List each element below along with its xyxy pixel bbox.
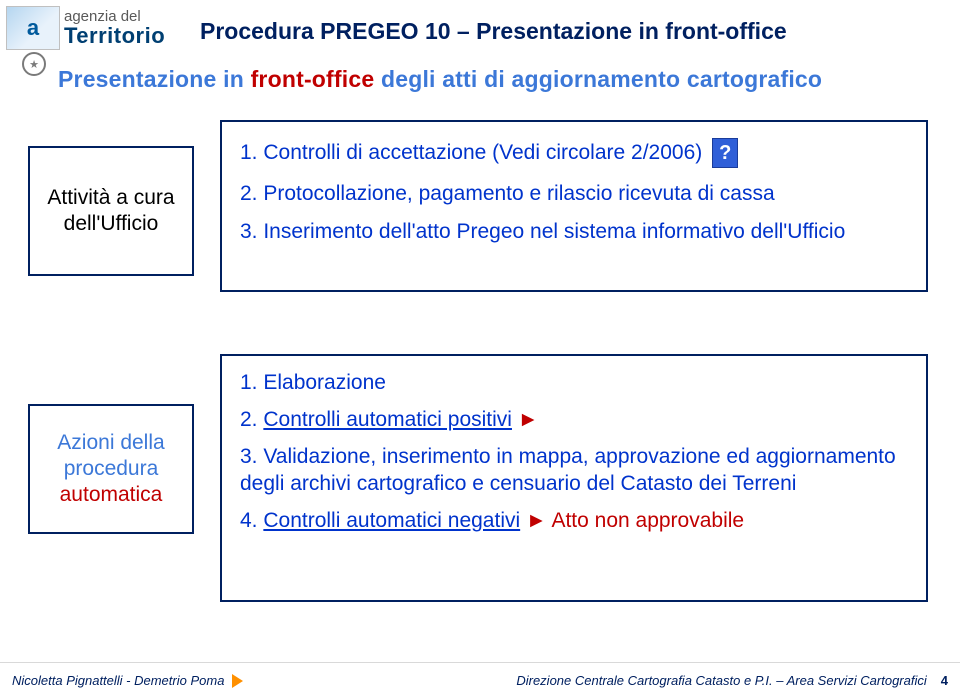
box2-l2b: Controlli automatici positivi xyxy=(263,408,512,431)
right-box-ufficio: 1. Controlli di accettazione (Vedi circo… xyxy=(220,120,928,292)
subtitle: Presentazione in front-office degli atti… xyxy=(58,66,822,93)
left1-l2: dell'Ufficio xyxy=(64,211,159,237)
footer-left: Nicoletta Pignattelli - Demetrio Poma xyxy=(12,673,224,688)
footer-right: Direzione Centrale Cartografia Catasto e… xyxy=(516,673,926,688)
arrow-right-icon: ► xyxy=(512,408,539,431)
box2-l4a: 4. xyxy=(240,509,263,532)
logo-line1: agenzia del xyxy=(64,9,165,25)
box2-l2a: 2. xyxy=(240,408,263,431)
logo-icon: a xyxy=(6,6,60,50)
left-box-ufficio: Attività a cura dell'Ufficio xyxy=(28,146,194,276)
right-box-procedura: 1. Elaborazione 2. Controlli automatici … xyxy=(220,354,928,602)
box2-l4b: Controlli automatici negativi xyxy=(263,509,520,532)
subtitle-red: front-office xyxy=(251,66,375,92)
page-number: 4 xyxy=(941,673,948,688)
box1-l1: 1. Controlli di accettazione (Vedi circo… xyxy=(240,138,908,168)
logo-text: agenzia del Territorio xyxy=(64,9,165,48)
left-box-procedura: Azioni della procedura automatica xyxy=(28,404,194,534)
subtitle-pre: Presentazione in xyxy=(58,66,251,92)
arrow-right-icon: ► xyxy=(520,509,551,532)
triangle-right-icon xyxy=(232,674,243,688)
help-icon[interactable]: ? xyxy=(712,138,738,168)
logo-mono: a xyxy=(27,15,39,41)
box1-l3: 3. Inserimento dell'atto Pregeo nel sist… xyxy=(240,220,908,244)
left2-l1: Azioni della xyxy=(57,430,164,456)
box2-l4: 4. Controlli automatici negativi ► Atto … xyxy=(240,508,908,535)
left2-l2: procedura xyxy=(64,456,159,482)
logo-block: a agenzia del Territorio xyxy=(6,6,165,50)
box1-l2: 2. Protocollazione, pagamento e rilascio… xyxy=(240,182,908,206)
logo-line2: Territorio xyxy=(64,24,165,47)
left1-l1: Attività a cura xyxy=(47,185,174,211)
footer: Nicoletta Pignattelli - Demetrio Poma Di… xyxy=(0,662,960,698)
slide: a agenzia del Territorio ★ Procedura PRE… xyxy=(0,0,960,698)
page-title: Procedura PREGEO 10 – Presentazione in f… xyxy=(200,18,787,45)
box2-l4d: Atto non approvabile xyxy=(551,509,744,532)
emblem-icon: ★ xyxy=(22,52,46,76)
left2-l3: automatica xyxy=(60,482,163,508)
box2-l3: 3. Validazione, inserimento in mappa, ap… xyxy=(240,444,908,498)
box2-l1: 1. Elaborazione xyxy=(240,370,908,397)
subtitle-post: degli atti di aggiornamento cartografico xyxy=(374,66,822,92)
box2-l2: 2. Controlli automatici positivi ► xyxy=(240,407,908,434)
box1-l1-text: 1. Controlli di accettazione (Vedi circo… xyxy=(240,141,702,165)
